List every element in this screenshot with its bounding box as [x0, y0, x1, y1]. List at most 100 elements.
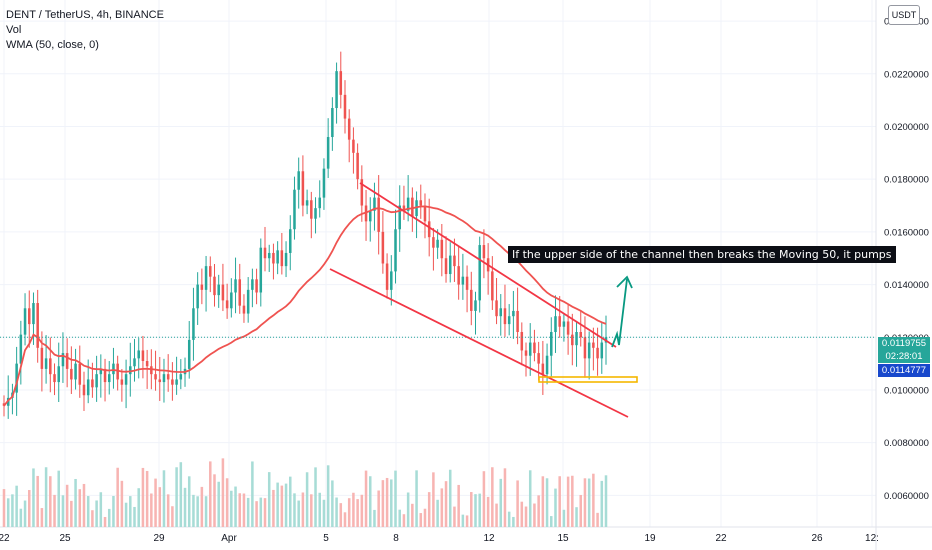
candle-body — [537, 353, 540, 364]
x-axis-tick-label: 5 — [323, 533, 329, 544]
candle-body — [406, 197, 410, 211]
y-axis-tick-label: 0.0060000 — [884, 491, 929, 502]
volume-bar — [32, 468, 35, 527]
candle-body — [272, 252, 275, 264]
volume-bar — [558, 476, 561, 527]
candle-body — [99, 368, 103, 375]
candle-body — [116, 363, 119, 380]
projection-arrow-head — [616, 275, 633, 289]
volume-bar — [495, 503, 498, 527]
volume-bar — [23, 500, 27, 527]
volume-bar — [503, 468, 507, 527]
candle-body — [554, 316, 557, 333]
volume-bar — [520, 501, 524, 527]
y-axis-tick-label: 0.0220000 — [884, 69, 929, 80]
volume-bar — [179, 462, 183, 527]
chart-legend: DENT / TetherUS, 4h, BINANCE Vol WMA (50… — [6, 8, 164, 53]
volume-bar — [230, 490, 233, 527]
candle-body — [225, 300, 229, 309]
volume-indicator-label[interactable]: Vol — [6, 24, 22, 36]
volume-bar — [19, 508, 23, 527]
channel-lower-line — [329, 268, 629, 418]
volume-bar — [419, 513, 423, 527]
candle-body — [402, 205, 406, 211]
candle-body — [331, 108, 334, 138]
candle-body — [166, 374, 170, 380]
candle-body — [145, 360, 149, 367]
candle-body — [78, 363, 82, 385]
candle-body — [528, 342, 532, 356]
wma-indicator-label[interactable]: WMA (50, close, 0) — [6, 39, 99, 51]
volume-bar — [192, 494, 195, 527]
volume-bar — [457, 484, 460, 527]
volume-bar — [499, 478, 503, 527]
volume-bar — [406, 492, 410, 527]
candle-body — [398, 205, 401, 230]
candle-body — [373, 197, 376, 211]
candle-body — [162, 374, 166, 383]
volume-bar — [242, 493, 246, 527]
candle-body — [284, 252, 288, 267]
volume-bar — [255, 501, 258, 527]
volume-bar — [166, 494, 170, 527]
volume-bar — [423, 508, 427, 527]
currency-button[interactable]: USDT — [888, 5, 920, 25]
candle-body — [465, 276, 469, 290]
volume-bar — [432, 472, 435, 527]
candle-body — [516, 310, 519, 333]
candle-body — [520, 332, 524, 351]
volume-bar — [453, 506, 456, 527]
volume-bar — [27, 490, 31, 527]
candle-body — [82, 384, 86, 396]
volume-bar — [272, 489, 275, 527]
volume-bar — [596, 512, 599, 527]
candle-body — [352, 139, 355, 153]
chart-annotation-text[interactable]: If the upper side of the channel then br… — [508, 246, 896, 263]
volume-bar — [360, 494, 364, 527]
candle-body — [592, 342, 595, 348]
candle-body — [280, 250, 284, 267]
candle-body — [23, 308, 27, 335]
volume-bar — [545, 478, 549, 527]
volume-bar — [280, 485, 284, 527]
y-axis-tick-label: 0.0160000 — [884, 227, 929, 238]
candle-body — [36, 303, 39, 348]
candle-body — [600, 342, 604, 359]
volume-bar — [133, 506, 136, 527]
candle-body — [187, 339, 191, 369]
volume-bar — [592, 473, 595, 527]
volume-bar — [512, 516, 515, 527]
candle-body — [120, 379, 124, 385]
volume-bar — [575, 507, 578, 527]
candle-body — [263, 247, 267, 259]
candle-body — [32, 303, 35, 325]
candle-body — [322, 168, 326, 198]
y-axis-tick-label: 0.0180000 — [884, 175, 929, 186]
candle-body — [411, 197, 414, 217]
volume-bar — [533, 503, 536, 527]
candle-body — [293, 189, 296, 230]
x-axis-tick-label: 26 — [811, 533, 823, 544]
volume-bar — [461, 514, 465, 527]
last-price-tag: 0.0119755 — [878, 337, 930, 350]
volume-bar — [234, 486, 237, 527]
volume-bar — [175, 467, 178, 527]
volume-bar — [183, 487, 187, 527]
volume-bar — [377, 490, 380, 527]
volume-bar — [566, 476, 570, 527]
volume-bar — [187, 476, 191, 527]
volume-bar — [537, 495, 540, 527]
wma-line — [3, 205, 607, 407]
volume-bar — [587, 478, 591, 527]
candle-body — [107, 374, 111, 383]
candle-body — [44, 358, 48, 369]
volume-bar — [74, 478, 77, 527]
symbol-title[interactable]: DENT / TetherUS, 4h, BINANCE — [6, 9, 164, 21]
volume-bar — [381, 480, 385, 527]
candle-body — [150, 366, 153, 375]
candle-body — [566, 321, 570, 335]
volume-bar — [91, 510, 94, 527]
volume-bar — [6, 498, 10, 527]
